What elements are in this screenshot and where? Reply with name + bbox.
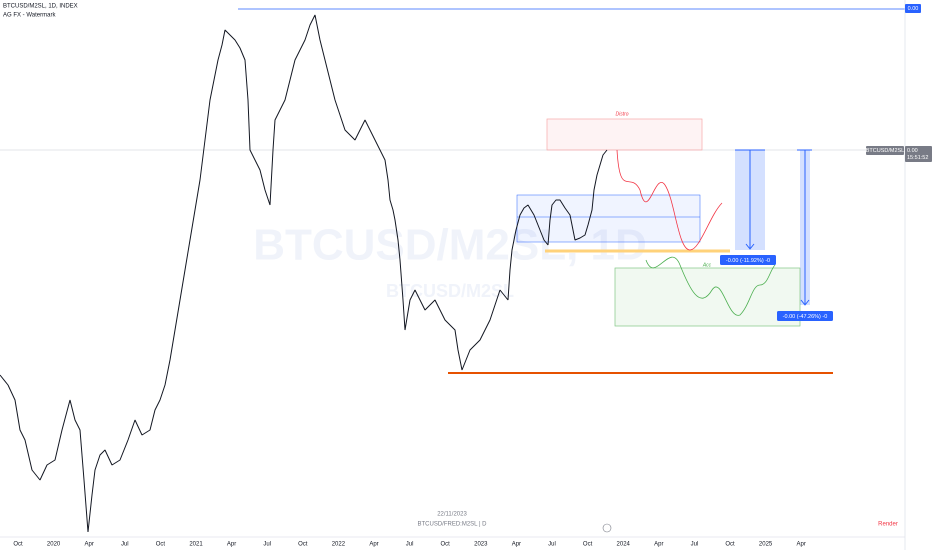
x-axis-label: 2021 [189, 542, 203, 548]
symbol-label: BTCUSD/M2SL [866, 148, 905, 154]
x-axis-label: Apr [227, 542, 236, 548]
x-axis-label: Apr [85, 542, 94, 548]
top-price-tag [905, 4, 921, 13]
x-axis-label: 2025 [759, 542, 773, 548]
range-box [516, 194, 701, 243]
replay-icon[interactable] [602, 523, 612, 533]
symbol-header: BTCUSD/M2SL, 1D, INDEX [3, 4, 78, 10]
x-axis-label: 2020 [47, 542, 61, 548]
x-axis-label: Apr [512, 542, 521, 548]
arrow-head-2 [800, 299, 810, 306]
last-price: 0.00 [907, 148, 918, 154]
x-axis-label: Oct [156, 542, 166, 548]
x-axis-label: 2022 [332, 542, 346, 548]
footer-date: 22/11/2023 [437, 512, 467, 518]
price-axis-panel [905, 0, 932, 550]
x-axis-label: Jul [548, 542, 556, 548]
measure-label-1: -0.00 (-11.92%) -0 [726, 258, 770, 264]
indicator-header: AG FX - Watermark [3, 13, 56, 19]
top-price-label: 0.00 [908, 6, 919, 12]
x-axis-label: Oct [298, 542, 308, 548]
distro-path [616, 149, 723, 251]
x-axis-label: 2024 [617, 542, 631, 548]
measure-tag-1 [720, 255, 776, 265]
price-line [0, 14, 608, 533]
watermark-subtitle: BTCUSD/M2SL [386, 281, 514, 301]
watermark-title: BTCUSD/M2SL, 1D [253, 221, 647, 270]
x-axis-label: Apr [797, 542, 806, 548]
x-axis-label: Apr [654, 542, 663, 548]
acc-label: Acc [702, 262, 712, 268]
x-axis-label: Oct [725, 542, 735, 548]
x-axis-label: Oct [441, 542, 451, 548]
x-axis-label: 2023 [474, 542, 488, 548]
acc-path [645, 256, 776, 316]
render-label[interactable]: Render [878, 522, 898, 528]
distro-label: Distro [615, 111, 628, 117]
x-axis-label: Oct [13, 542, 23, 548]
x-axis-label: Jul [121, 542, 129, 548]
x-axis-label: Oct [583, 542, 593, 548]
x-axis-label: Jul [406, 542, 414, 548]
countdown: 15:51:52 [907, 155, 928, 161]
measure-tag-2 [777, 311, 833, 321]
measure-label-2: -0.00 (-47.26%) -0 [783, 314, 828, 320]
symbol-tag [866, 146, 904, 155]
distro-box [546, 118, 703, 151]
acc-box [614, 267, 801, 327]
x-axis-label: Jul [263, 542, 271, 548]
last-price-tag [905, 146, 932, 162]
footer-source: BTCUSD/FRED:M2SL | D [417, 522, 487, 528]
x-axis-label: Apr [369, 542, 378, 548]
arrow-head-1 [745, 243, 755, 250]
x-axis-label: Jul [691, 542, 699, 548]
